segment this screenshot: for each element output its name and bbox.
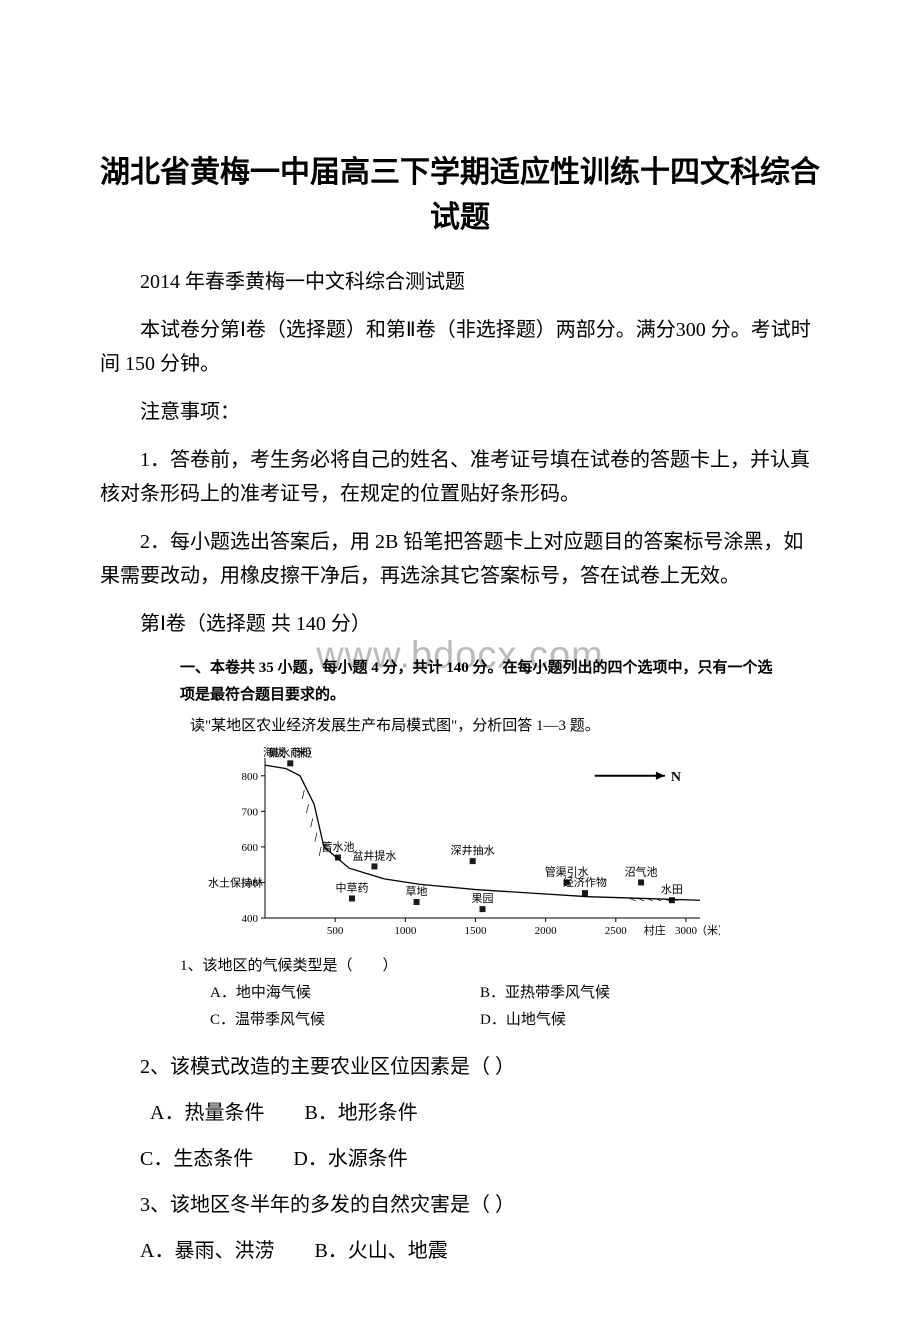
svg-text:水土保持林: 水土保持林 [208,875,263,889]
svg-text:沼气池: 沼气池 [625,864,658,878]
svg-text:盆井提水: 盆井提水 [352,848,396,862]
svg-text:深井抽水: 深井抽水 [451,843,495,857]
q1-option-b: B．亚热带季风气候 [480,981,750,1002]
q1-option-d: D．山地气候 [480,1008,750,1029]
svg-text:2500: 2500 [605,925,628,937]
section-instruction: 一、本卷共 35 小题，每小题 4 分，共计 140 分。在每小题列出的四个选项… [180,655,820,709]
question-1-options: A．地中海气候 B．亚热带季风气候 C．温带季风气候 D．山地气候 [210,981,820,1029]
svg-text:2000: 2000 [535,925,558,937]
svg-text:集水雨柜: 集水雨柜 [268,746,312,759]
svg-text:果园: 果园 [472,892,494,905]
svg-text:（米）: （米） [696,924,720,937]
svg-text:600: 600 [242,842,259,854]
svg-text:500: 500 [327,925,344,937]
svg-text:水田: 水田 [661,883,683,896]
q2-options-row1: A．热量条件 B．地形条件 [150,1095,820,1131]
notice-item-1: 1．答卷前，考生务必将自己的姓名、准考证号填在试卷的答题卡上，并认真核对条形码上… [100,443,820,511]
svg-text:400: 400 [242,913,259,925]
svg-text:700: 700 [242,806,259,818]
svg-text:草地: 草地 [406,885,428,898]
q2-options-row2: C．生态条件 D．水源条件 [140,1141,820,1177]
section-1-heading: 第Ⅰ卷（选择题 共 140 分） [100,607,820,641]
svg-text:蓄水池: 蓄水池 [321,841,354,854]
svg-text:中草药: 中草药 [336,881,369,894]
svg-text:1500: 1500 [464,925,487,937]
q1-option-c: C．温带季风气候 [210,1008,480,1029]
paper-structure: 本试卷分第Ⅰ卷（选择题）和第Ⅱ卷（非选择题）两部分。满分300 分。考试时间 1… [100,313,820,381]
svg-text:经济作物: 经济作物 [563,875,607,889]
notice-heading: 注意事项： [100,395,820,429]
svg-text:800: 800 [242,771,259,783]
svg-text:N: N [671,770,681,785]
subtitle-year: 2014 年春季黄梅一中文科综合测试题 [100,265,820,299]
question-3-stem: 3、该地区冬半年的多发的自然灾害是（ ） [140,1187,820,1223]
notice-item-2: 2．每小题选出答案后，用 2B 铅笔把答题卡上对应题目的答案标号涂黑，如果需要改… [100,525,820,593]
figure-readline: 读"某地区农业经济发展生产布局模式图"，分析回答 1—3 题。 [190,713,820,740]
q3-options-row1: A．暴雨、洪涝 B．火山、地震 [140,1233,820,1269]
svg-text:1000: 1000 [394,925,417,937]
question-2-stem: 2、该模式改造的主要农业区位因素是（ ） [140,1049,820,1085]
svg-text:村庄: 村庄 [644,923,666,937]
svg-text:3000: 3000 [675,925,698,937]
page-title: 湖北省黄梅一中届高三下学期适应性训练十四文科综合试题 [100,150,820,240]
q1-option-a: A．地中海气候 [210,981,480,1002]
terrain-profile-chart: 400500600700800海拔（米）50010001500200025003… [200,746,720,946]
question-1-stem: 1、该地区的气候类型是（ ） [180,954,820,975]
